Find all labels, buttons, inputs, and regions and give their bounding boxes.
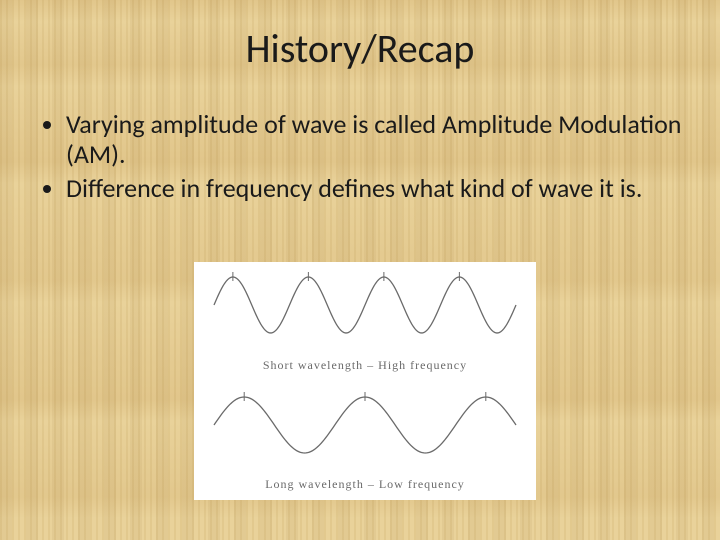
bullet-ul: Varying amplitude of wave is called Ampl…	[38, 110, 682, 204]
caption-top: Short wavelength – High frequency	[194, 358, 536, 373]
wave-bottom-group	[214, 392, 516, 453]
bullet-item: Difference in frequency defines what kin…	[66, 174, 682, 204]
bullet-item: Varying amplitude of wave is called Ampl…	[66, 110, 682, 170]
wave-figure: Short wavelength – High frequency Long w…	[194, 262, 536, 500]
slide-title: History/Recap	[0, 24, 720, 73]
bullet-list: Varying amplitude of wave is called Ampl…	[38, 110, 682, 208]
slide: History/Recap Varying amplitude of wave …	[0, 0, 720, 540]
wave-top-group	[214, 272, 516, 333]
caption-bottom: Long wavelength – Low frequency	[194, 477, 536, 492]
wave-svg	[194, 262, 536, 500]
